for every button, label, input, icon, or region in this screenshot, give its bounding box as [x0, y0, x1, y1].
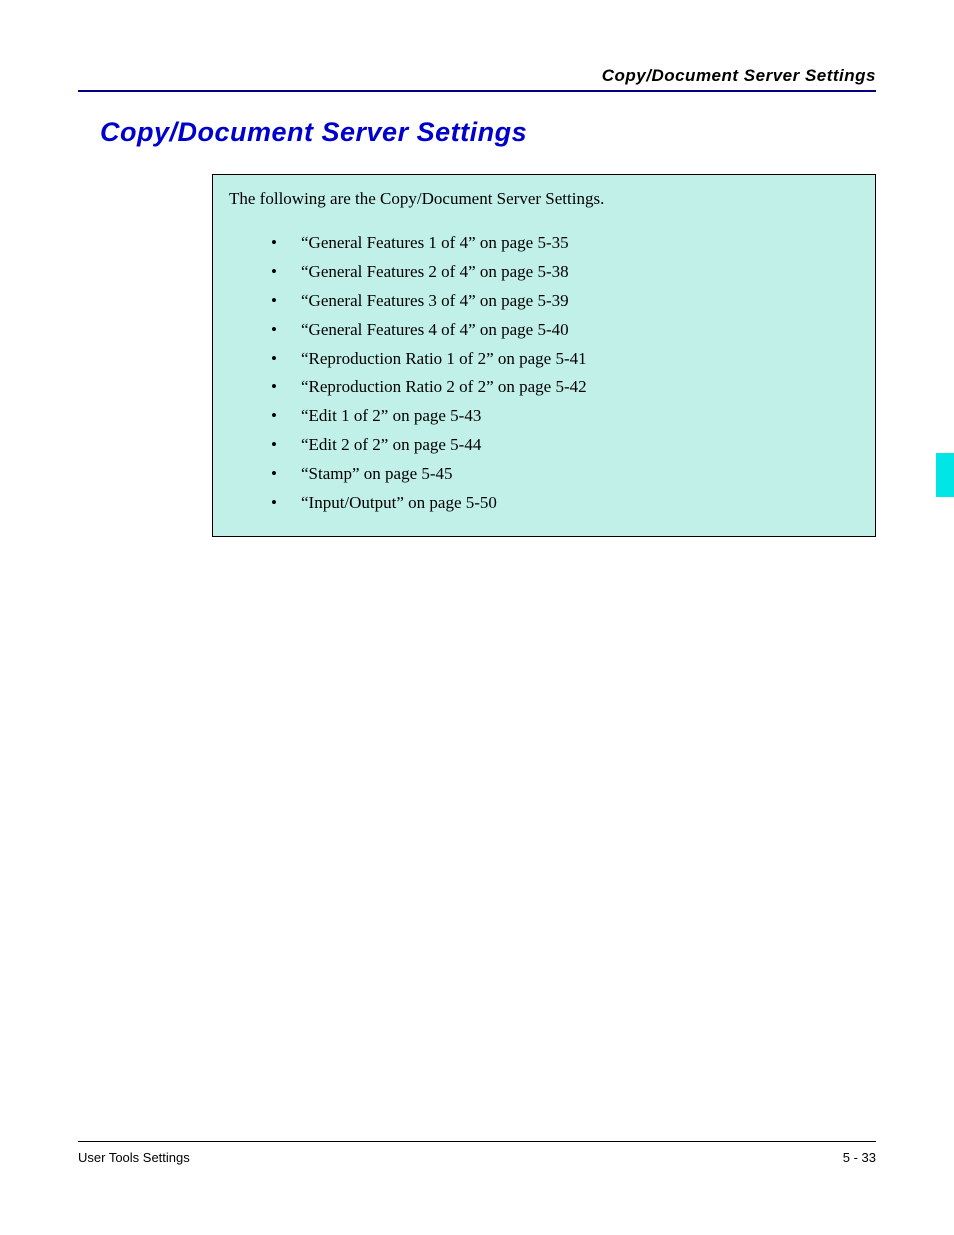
list-item: “General Features 4 of 4” on page 5-40 — [271, 316, 859, 345]
list-item: “General Features 1 of 4” on page 5-35 — [271, 229, 859, 258]
list-item: “Input/Output” on page 5-50 — [271, 489, 859, 518]
chapter-tab-icon — [936, 453, 954, 497]
list-item: “General Features 2 of 4” on page 5-38 — [271, 258, 859, 287]
intro-text: The following are the Copy/Document Serv… — [229, 189, 859, 209]
page-footer: User Tools Settings 5 - 33 — [78, 1141, 876, 1165]
running-title: Copy/Document Server Settings — [78, 66, 876, 86]
list-item: “Edit 1 of 2” on page 5-43 — [271, 402, 859, 431]
list-item: “Reproduction Ratio 2 of 2” on page 5-42 — [271, 373, 859, 402]
footer-left: User Tools Settings — [78, 1150, 190, 1165]
settings-list: “General Features 1 of 4” on page 5-35 “… — [229, 229, 859, 518]
page-header: Copy/Document Server Settings — [78, 66, 876, 92]
list-item: “Stamp” on page 5-45 — [271, 460, 859, 489]
list-item: “Reproduction Ratio 1 of 2” on page 5-41 — [271, 345, 859, 374]
footer-page-number: 5 - 33 — [843, 1150, 876, 1165]
list-item: “Edit 2 of 2” on page 5-44 — [271, 431, 859, 460]
list-item: “General Features 3 of 4” on page 5-39 — [271, 287, 859, 316]
content-box: The following are the Copy/Document Serv… — [212, 174, 876, 537]
page-title: Copy/Document Server Settings — [100, 117, 527, 148]
